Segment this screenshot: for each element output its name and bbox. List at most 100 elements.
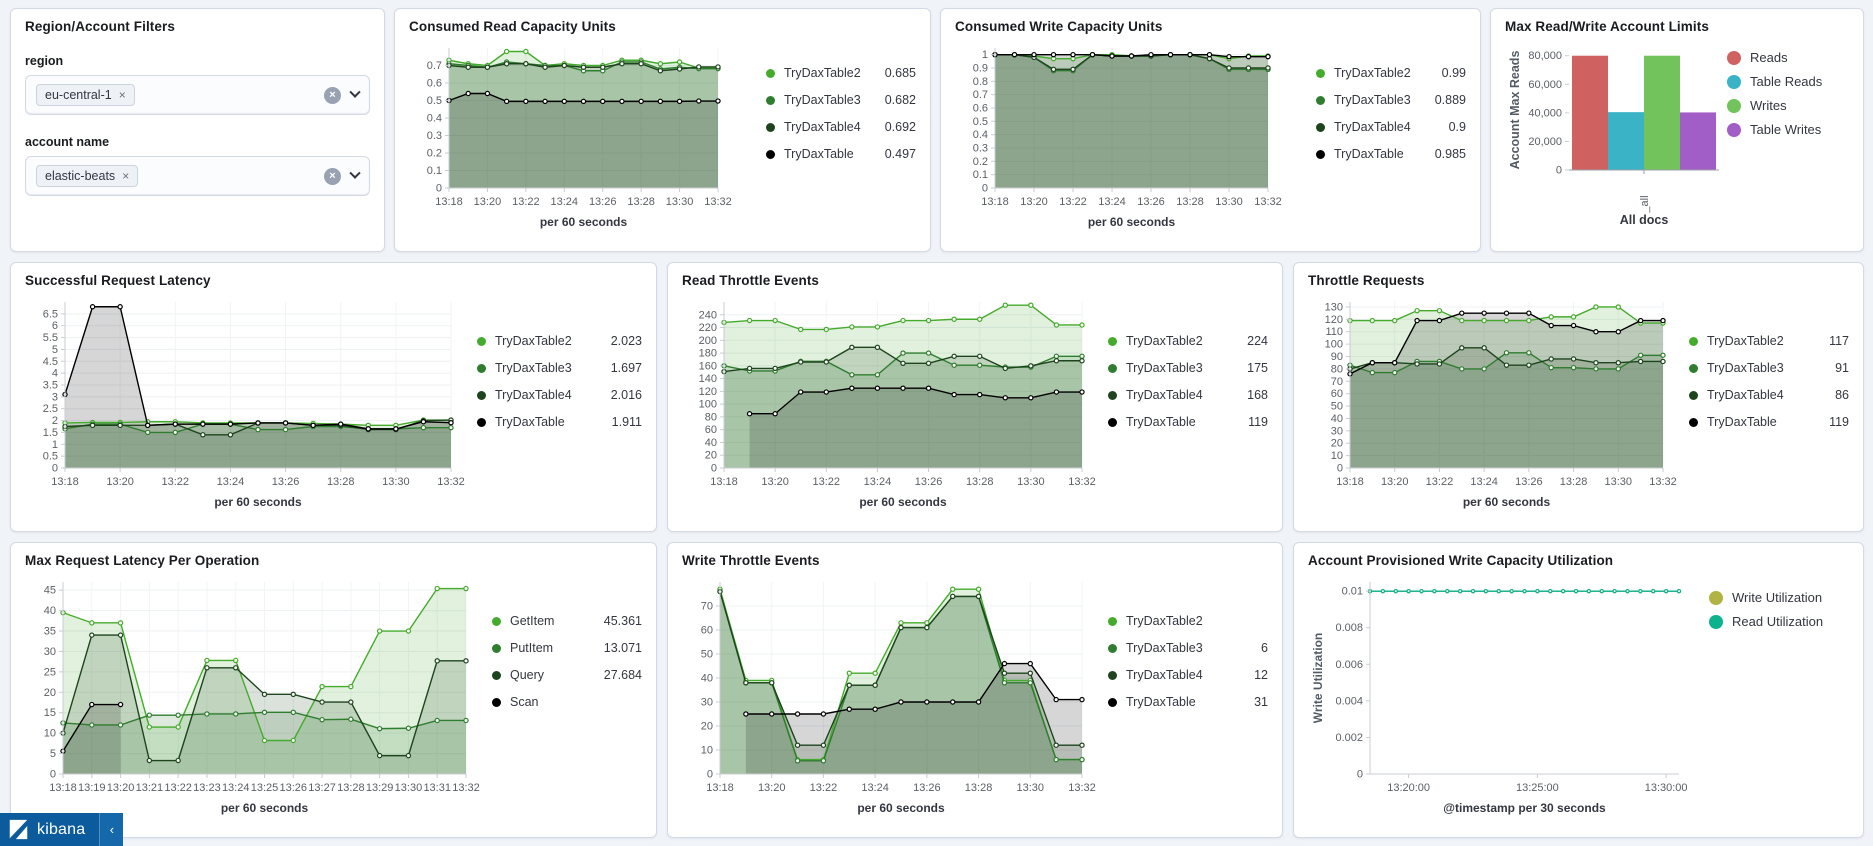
legend-item[interactable]: TryDaxTable3 91 (1689, 361, 1849, 375)
legend-item[interactable]: TryDaxTable4 0.9 (1316, 120, 1466, 134)
svg-text:per 60 seconds: per 60 seconds (1463, 495, 1551, 509)
legend-item[interactable]: Write Utilization (1709, 590, 1849, 605)
legend-item[interactable]: TryDaxTable3 175 (1108, 361, 1268, 375)
legend-dot-icon (1727, 74, 1741, 89)
legend-value: 0.99 (1441, 66, 1466, 80)
clear-account-icon[interactable]: × (324, 167, 341, 185)
legend-item[interactable]: TryDaxTable4 0.692 (766, 120, 916, 134)
legend-item[interactable]: TryDaxTable 0.497 (766, 147, 916, 161)
throttle-requests-chart[interactable]: 0 10 20 30 40 50 60 70 80 90 100 110 120 130 13:18 13:2… (1308, 288, 1689, 514)
svg-text:120: 120 (1325, 314, 1343, 326)
svg-text:13:20: 13:20 (106, 476, 134, 488)
svg-text:13:24: 13:24 (222, 782, 250, 794)
legend-label: TryDaxTable2 (784, 66, 861, 80)
legend-dot-icon (1709, 614, 1723, 629)
svg-text:13:28: 13:28 (1176, 196, 1204, 208)
legend-item[interactable]: TryDaxTable3 0.889 (1316, 93, 1466, 107)
svg-text:13:27: 13:27 (308, 782, 336, 794)
legend-item[interactable]: TryDaxTable4 86 (1689, 388, 1849, 402)
legend-item[interactable]: TryDaxTable4 2.016 (477, 388, 642, 402)
svg-text:80: 80 (1331, 363, 1343, 375)
svg-text:13:22: 13:22 (164, 782, 192, 794)
remove-region-chip-icon[interactable]: × (118, 88, 126, 102)
write-throttle-events-chart[interactable]: 0 10 20 30 40 50 60 70 13:18 13:20 13:22 13:24 13:26… (682, 568, 1108, 820)
clear-region-icon[interactable]: × (324, 86, 341, 104)
legend-item[interactable]: TryDaxTable3 1.697 (477, 361, 642, 375)
legend-item[interactable]: TryDaxTable 119 (1689, 415, 1849, 429)
svg-text:20,000: 20,000 (1528, 136, 1562, 148)
max-request-latency-chart[interactable]: 0 5 10 15 20 25 30 35 40 45 13:18 13:19 13:20 13:21 13… (25, 568, 492, 820)
svg-text:45: 45 (44, 585, 56, 597)
svg-text:80,000: 80,000 (1528, 50, 1562, 62)
legend-dot-icon (1108, 336, 1117, 346)
svg-text:30: 30 (44, 646, 56, 658)
account-chip[interactable]: elastic-beats × (36, 165, 139, 187)
legend-item[interactable]: TryDaxTable3 6 (1108, 641, 1268, 655)
legend-item[interactable]: TryDaxTable2 0.99 (1316, 66, 1466, 80)
panel-title: Max Read/Write Account Limits (1505, 19, 1709, 34)
svg-text:2: 2 (52, 415, 58, 427)
legend-item[interactable]: Reads (1727, 50, 1849, 65)
svg-text:30: 30 (701, 697, 713, 709)
chart-legend: TryDaxTable2 2.023 TryDaxTable3 1.697 TryDax… (477, 288, 642, 514)
write-capacity-utilization-chart[interactable]: 0 0.002 0.004 0.006 0.008 0.01 13:20:00 13:25:0… (1308, 568, 1709, 820)
legend-item[interactable]: TryDaxTable 119 (1108, 415, 1268, 429)
panel-title: Region/Account Filters (25, 19, 175, 34)
legend-item[interactable]: Writes (1727, 98, 1849, 113)
legend-item[interactable]: Read Utilization (1709, 614, 1849, 629)
legend-item[interactable]: TryDaxTable2 224 (1108, 334, 1268, 348)
svg-text:40: 40 (701, 673, 713, 685)
max-read-write-limits-chart[interactable]: 0 20,000 40,000 60,000 80,000 _all All docs Acc… (1505, 34, 1727, 234)
chevron-down-icon[interactable] (349, 167, 361, 179)
collapse-nav-button[interactable]: ‹ (99, 813, 124, 846)
legend-item[interactable]: GetItem 45.361 (492, 614, 642, 628)
legend-label: TryDaxTable4 (1126, 388, 1203, 402)
legend-item[interactable]: TryDaxTable2 0.685 (766, 66, 916, 80)
legend-label: Query (510, 668, 545, 682)
legend-item[interactable]: TryDaxTable2 2.023 (477, 334, 642, 348)
legend-item[interactable]: PutItem 13.071 (492, 641, 642, 655)
legend-item[interactable]: TryDaxTable 31 (1108, 695, 1268, 709)
legend-item[interactable]: Query 27.684 (492, 668, 642, 682)
svg-text:13:22: 13:22 (1059, 196, 1087, 208)
legend-item[interactable]: TryDaxTable2 117 (1689, 334, 1849, 348)
svg-text:40: 40 (1331, 413, 1343, 425)
svg-text:70: 70 (701, 601, 713, 613)
legend-item[interactable]: Scan (492, 695, 642, 709)
legend-item[interactable]: TryDaxTable2 (1108, 614, 1268, 628)
kibana-logo-area[interactable]: kibana (0, 813, 100, 846)
legend-item[interactable]: TryDaxTable4 12 (1108, 668, 1268, 682)
svg-text:110: 110 (1325, 326, 1343, 338)
consumed-read-capacity-chart[interactable]: 0 0.1 0.2 0.3 0.4 0.5 0.6 0.7 13:18 13:20 13:22 13:… (409, 34, 766, 234)
legend-dot-icon (492, 697, 501, 707)
chevron-down-icon[interactable] (349, 86, 361, 98)
legend-label: TryDaxTable4 (495, 388, 572, 402)
legend-label: TryDaxTable2 (1126, 334, 1203, 348)
legend-item[interactable]: Table Writes (1727, 122, 1849, 137)
legend-item[interactable]: TryDaxTable4 168 (1108, 388, 1268, 402)
svg-text:13:22: 13:22 (512, 196, 540, 208)
svg-text:0.7: 0.7 (973, 89, 988, 101)
successful-request-latency-chart[interactable]: 0 0.5 1 1.5 2 2.5 3 3.5 4 4.5 5 5.5 6 6.5 13:18 13:20 13… (25, 288, 477, 514)
legend-item[interactable]: TryDaxTable 1.911 (477, 415, 642, 429)
svg-text:10: 10 (44, 728, 56, 740)
account-name-combobox[interactable]: elastic-beats × × (25, 156, 370, 196)
svg-text:10: 10 (701, 745, 713, 757)
svg-text:100: 100 (699, 399, 717, 411)
consumed-write-capacity-chart[interactable]: 0 0.1 0.2 0.3 0.4 0.5 0.6 0.7 0.8 0.9 1 13:18 13:20 1… (955, 34, 1316, 234)
legend-value: 0.985 (1434, 147, 1466, 161)
svg-text:240: 240 (699, 309, 717, 321)
read-throttle-events-chart[interactable]: 0 20 40 60 80 100 120 140 160 180 200 220 240 13:18 13… (682, 288, 1108, 514)
svg-text:200: 200 (699, 335, 717, 347)
region-combobox[interactable]: eu-central-1 × × (25, 75, 370, 115)
svg-text:@timestamp per 30 seconds: @timestamp per 30 seconds (1443, 801, 1606, 815)
svg-text:0: 0 (50, 769, 56, 781)
remove-account-chip-icon[interactable]: × (122, 169, 130, 183)
legend-value: 86 (1835, 388, 1849, 402)
legend-item[interactable]: TryDaxTable3 0.682 (766, 93, 916, 107)
region-chip[interactable]: eu-central-1 × (36, 84, 135, 106)
legend-item[interactable]: Table Reads (1727, 74, 1849, 89)
legend-item[interactable]: TryDaxTable 0.985 (1316, 147, 1466, 161)
svg-text:13:18: 13:18 (435, 196, 463, 208)
svg-text:13:23: 13:23 (193, 782, 221, 794)
